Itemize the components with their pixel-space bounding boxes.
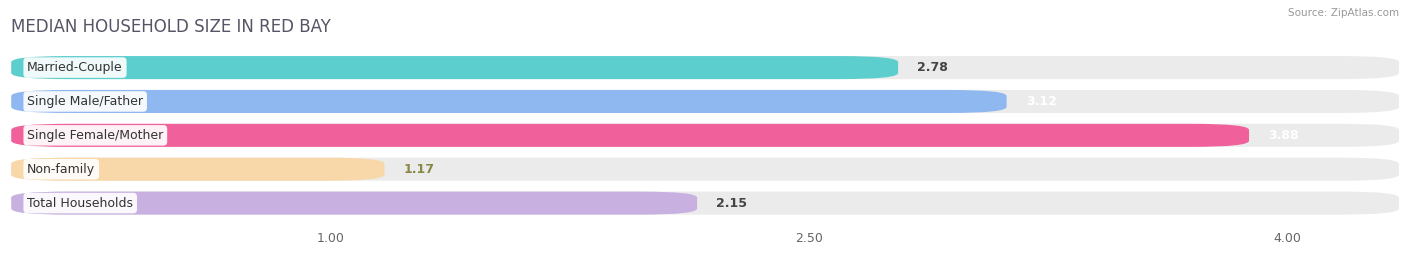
FancyBboxPatch shape <box>11 158 1399 181</box>
Text: Single Male/Father: Single Male/Father <box>27 95 143 108</box>
Text: Source: ZipAtlas.com: Source: ZipAtlas.com <box>1288 8 1399 18</box>
FancyBboxPatch shape <box>11 124 1249 147</box>
FancyBboxPatch shape <box>11 90 1399 113</box>
Text: Non-family: Non-family <box>27 163 96 176</box>
Text: 3.88: 3.88 <box>1268 129 1299 142</box>
Text: 3.12: 3.12 <box>1026 95 1056 108</box>
FancyBboxPatch shape <box>11 192 697 215</box>
Text: 1.17: 1.17 <box>404 163 434 176</box>
Text: Single Female/Mother: Single Female/Mother <box>27 129 163 142</box>
FancyBboxPatch shape <box>11 56 898 79</box>
Text: Married-Couple: Married-Couple <box>27 61 122 74</box>
FancyBboxPatch shape <box>11 90 1007 113</box>
FancyBboxPatch shape <box>11 56 1399 79</box>
FancyBboxPatch shape <box>11 192 1399 215</box>
Text: Total Households: Total Households <box>27 197 134 210</box>
Text: 2.15: 2.15 <box>716 197 747 210</box>
Text: MEDIAN HOUSEHOLD SIZE IN RED BAY: MEDIAN HOUSEHOLD SIZE IN RED BAY <box>11 18 332 36</box>
Text: 2.78: 2.78 <box>917 61 948 74</box>
FancyBboxPatch shape <box>11 124 1399 147</box>
FancyBboxPatch shape <box>11 158 384 181</box>
